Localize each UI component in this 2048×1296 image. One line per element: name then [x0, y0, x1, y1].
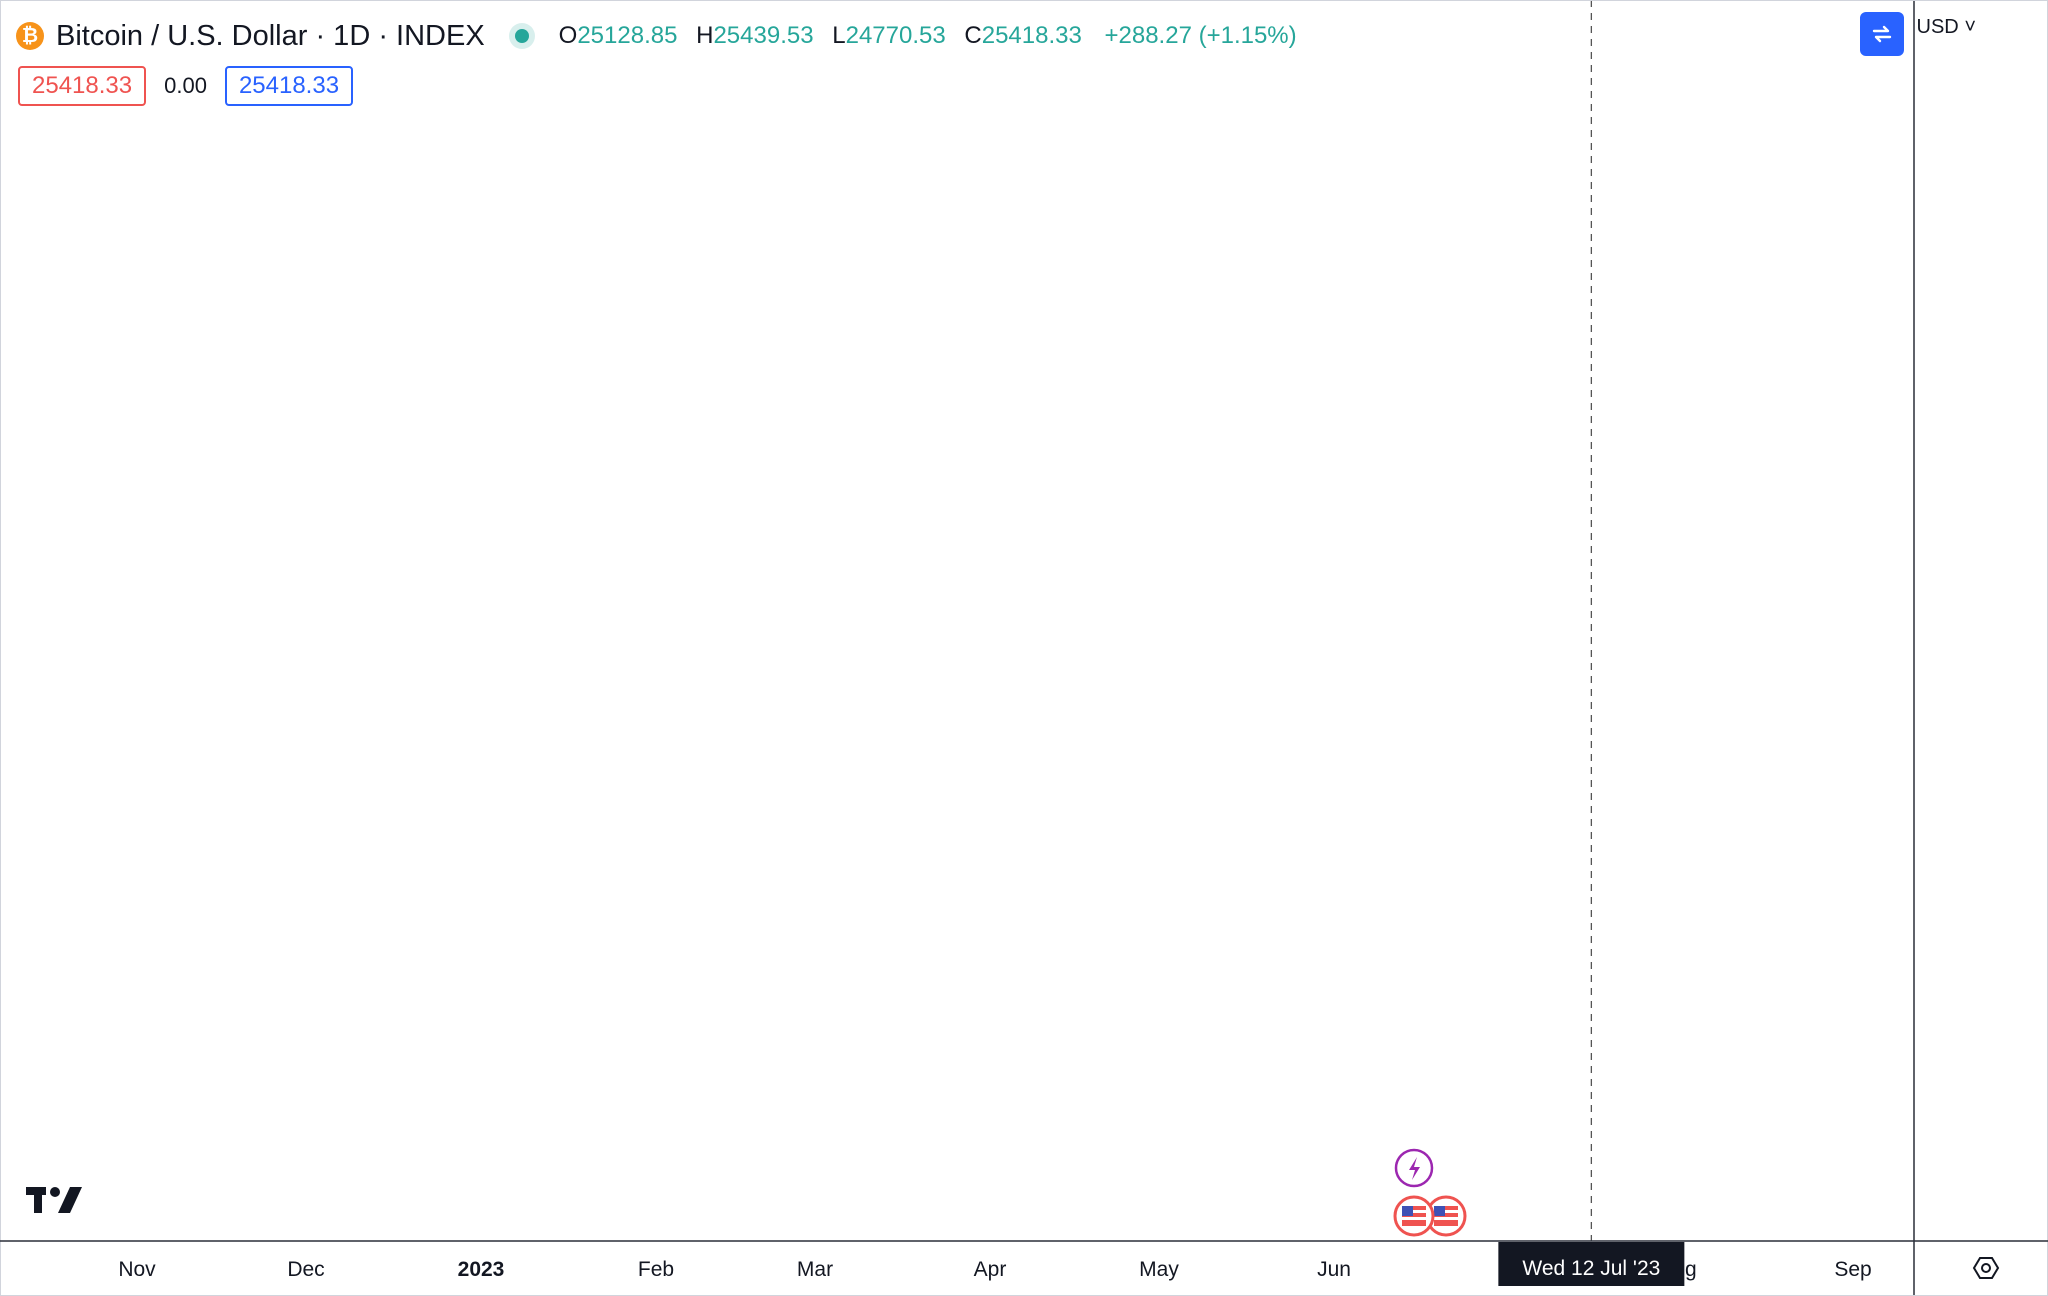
- x-tick-label: Nov: [118, 1258, 156, 1281]
- high-label: H: [696, 22, 714, 49]
- overlays: BTCUSD: [26, 0, 1593, 1241]
- x-tick-label: Mar: [797, 1258, 833, 1281]
- low-value: 24770.53: [845, 22, 946, 49]
- market-status-icon[interactable]: [514, 29, 529, 43]
- x-tick-label: Jun: [1317, 1258, 1351, 1281]
- spread-value: 0.00: [164, 73, 207, 98]
- compare-icon: [1872, 25, 1892, 43]
- crosshair-date-text: Wed 12 Jul '23: [1522, 1257, 1660, 1280]
- legend-header: ₿ Bitcoin / U.S. Dollar · 1D · INDEX O25…: [16, 14, 1297, 58]
- sell-price-box[interactable]: 25418.33: [18, 66, 147, 106]
- lightning-event-icon[interactable]: [1394, 1148, 1434, 1188]
- open-value: 25128.85: [577, 22, 678, 49]
- gear-icon[interactable]: [1972, 1257, 2000, 1279]
- time-axis[interactable]: NovDec2023FebMarAprMayJunAugSepWed 12 Ju…: [0, 1240, 2048, 1286]
- currency-label: USD: [1916, 16, 1959, 38]
- x-tick-label: May: [1139, 1258, 1179, 1281]
- open-label: O: [558, 22, 578, 49]
- close-label: C: [964, 22, 982, 49]
- us-flag-icon[interactable]: [1393, 1195, 1435, 1237]
- bitcoin-icon: ₿: [16, 22, 44, 50]
- currency-select[interactable]: USD ˅: [1896, 16, 1976, 39]
- low-label: L: [832, 22, 846, 49]
- ohlc-values: O25128.85 H25439.53 L24770.53 C25418.33 …: [559, 22, 1297, 50]
- buy-price-box[interactable]: 25418.33: [224, 66, 354, 106]
- x-tick-label: Sep: [1834, 1258, 1871, 1281]
- x-tick-label: 2023: [458, 1258, 505, 1281]
- symbol-title[interactable]: Bitcoin / U.S. Dollar · 1D · INDEX: [56, 19, 485, 52]
- compare-button[interactable]: [1860, 12, 1904, 56]
- high-value: 25439.53: [713, 22, 814, 49]
- price-boxes: 25418.33 0.00 25418.33: [18, 66, 354, 106]
- us-flag-icon[interactable]: [1425, 1195, 1467, 1237]
- close-value: 25418.33: [981, 22, 1082, 49]
- tradingview-logo-icon[interactable]: [26, 1187, 82, 1213]
- change-value: +288.27 (+1.15%): [1104, 22, 1297, 49]
- x-tick-label: Dec: [287, 1258, 324, 1281]
- x-tick-label: Feb: [638, 1258, 674, 1281]
- crosshair-date-badge: [1498, 1242, 1685, 1286]
- x-tick-label: Apr: [974, 1258, 1007, 1281]
- chevron-down-icon: ˅: [1964, 16, 1976, 38]
